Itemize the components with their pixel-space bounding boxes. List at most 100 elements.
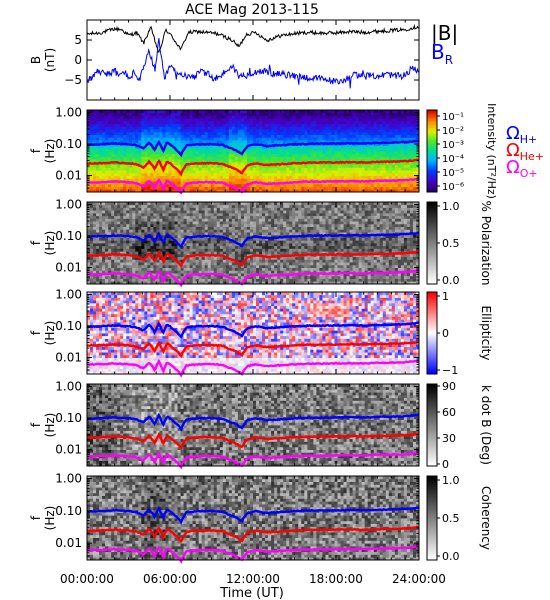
- spectrogram-cell: [210, 151, 215, 155]
- spectrogram-cell: [171, 245, 175, 249]
- spectrogram-cell: [268, 161, 272, 166]
- spectrogram-cell: [198, 164, 203, 168]
- spectrogram-cell: [207, 232, 212, 236]
- spectrogram-cell: [237, 178, 242, 182]
- colorbar-tick-label: 10⁻³: [442, 140, 464, 151]
- spectrogram-cell: [295, 189, 299, 193]
- spectrogram-cell: [150, 240, 154, 244]
- spectrogram-cell: [108, 178, 112, 182]
- spectrogram-cell: [192, 275, 197, 279]
- spectrogram-cell: [135, 153, 139, 157]
- spectrogram-cell: [102, 134, 106, 138]
- spectrogram-cell: [340, 183, 344, 187]
- spectrogram-cell: [132, 248, 136, 252]
- spectrogram-cell: [159, 131, 163, 135]
- spectrogram-cell: [298, 115, 302, 119]
- spectrogram-cell: [114, 270, 118, 274]
- spectrogram-cell: [168, 123, 172, 127]
- spectrogram-cell: [394, 175, 399, 179]
- spectrogram-cell: [228, 148, 233, 152]
- spectrogram-cell: [138, 267, 142, 271]
- spectrogram-cell: [153, 232, 157, 236]
- spectrogram-cell: [367, 170, 372, 174]
- spectrogram-cell: [274, 164, 278, 168]
- spectrogram-cell: [364, 167, 369, 171]
- spectrogram-cell: [415, 151, 420, 155]
- spectrogram-cell: [213, 204, 218, 208]
- spectrogram-cell: [183, 151, 187, 155]
- spectrogram-cell: [168, 164, 172, 168]
- spectrogram-cell: [213, 131, 218, 135]
- spectrogram-cell: [271, 178, 275, 182]
- spectrogram-cell: [394, 110, 399, 114]
- spectrogram-cell: [397, 123, 402, 127]
- spectrogram-cell: [274, 140, 278, 144]
- spectrogram-cell: [370, 175, 375, 179]
- spectrogram-cell: [301, 167, 305, 171]
- spectrogram-cell: [249, 134, 254, 138]
- spectrogram-cell: [204, 237, 209, 241]
- spectrogram-cell: [150, 281, 154, 285]
- spectrogram-cell: [168, 129, 172, 133]
- spectrogram-cell: [150, 232, 154, 236]
- spectrogram-cell: [343, 120, 347, 125]
- spectrogram-cell: [204, 120, 209, 125]
- spectrogram-cell: [168, 118, 172, 122]
- spectrogram-cell: [138, 232, 142, 236]
- spectrogram-cell: [156, 115, 160, 119]
- spectrogram-cell: [120, 212, 124, 217]
- spectrogram-cell: [105, 115, 109, 119]
- spectrogram-cell: [382, 145, 387, 149]
- spectrogram-cell: [316, 159, 320, 163]
- spectrogram-cell: [105, 202, 109, 206]
- spectrogram-cell: [289, 172, 293, 176]
- spectrogram-cell: [189, 202, 194, 206]
- spectrogram-cell: [126, 123, 130, 127]
- spectrogram-cell: [388, 123, 393, 127]
- spectrogram-cell: [192, 153, 197, 157]
- spectrogram-cell: [346, 181, 350, 185]
- spectrogram-cell: [177, 181, 181, 185]
- spectrogram-cell: [234, 137, 239, 141]
- spectrogram-cell: [219, 175, 224, 179]
- spectrogram-cell: [346, 140, 350, 144]
- spectrogram-cell: [286, 186, 290, 190]
- spectrogram-cell: [271, 189, 275, 193]
- spectrogram-cell: [198, 281, 203, 285]
- spectrogram-cell: [382, 110, 387, 114]
- spectrogram-cell: [126, 134, 130, 138]
- spectrogram-cell: [183, 273, 187, 277]
- spectrogram-cell: [201, 243, 206, 247]
- spectrogram-cell: [123, 123, 127, 127]
- spectrogram-cell: [340, 126, 344, 130]
- spectrogram-cell: [189, 148, 194, 152]
- spectrogram-cell: [147, 229, 151, 233]
- spectrogram-cell: [132, 156, 136, 160]
- spectrogram-cell: [403, 131, 408, 135]
- spectrogram-cell: [156, 243, 160, 247]
- spectrogram-cell: [195, 210, 200, 214]
- spectrogram-cell: [237, 115, 242, 119]
- spectrogram-cell: [168, 115, 172, 119]
- spectrogram-cell: [304, 164, 308, 168]
- spectrogram-cell: [213, 172, 218, 176]
- spectrogram-cell: [222, 178, 227, 182]
- spectrogram-cell: [246, 148, 251, 152]
- spectrogram-cell: [192, 126, 197, 130]
- spectrogram-cell: [171, 262, 175, 266]
- spectrogram-cell: [216, 243, 221, 247]
- colorbar-tick-label: 10⁻⁶: [442, 182, 464, 193]
- spectrogram-cell: [105, 267, 109, 271]
- spectrogram-cell: [328, 145, 332, 149]
- spectrogram-cell: [171, 207, 175, 211]
- spectrogram-cell: [228, 112, 233, 116]
- spectrogram-cell: [159, 167, 163, 171]
- spectrogram-cell: [195, 175, 200, 179]
- spectrogram-cell: [159, 148, 163, 152]
- spectrogram-cell: [256, 137, 260, 141]
- spectrogram-cell: [364, 159, 369, 163]
- spectrogram-cell: [141, 210, 145, 214]
- spectrogram-cell: [225, 270, 230, 274]
- spectrogram-cell: [147, 164, 151, 168]
- spectrogram-cell: [108, 164, 112, 168]
